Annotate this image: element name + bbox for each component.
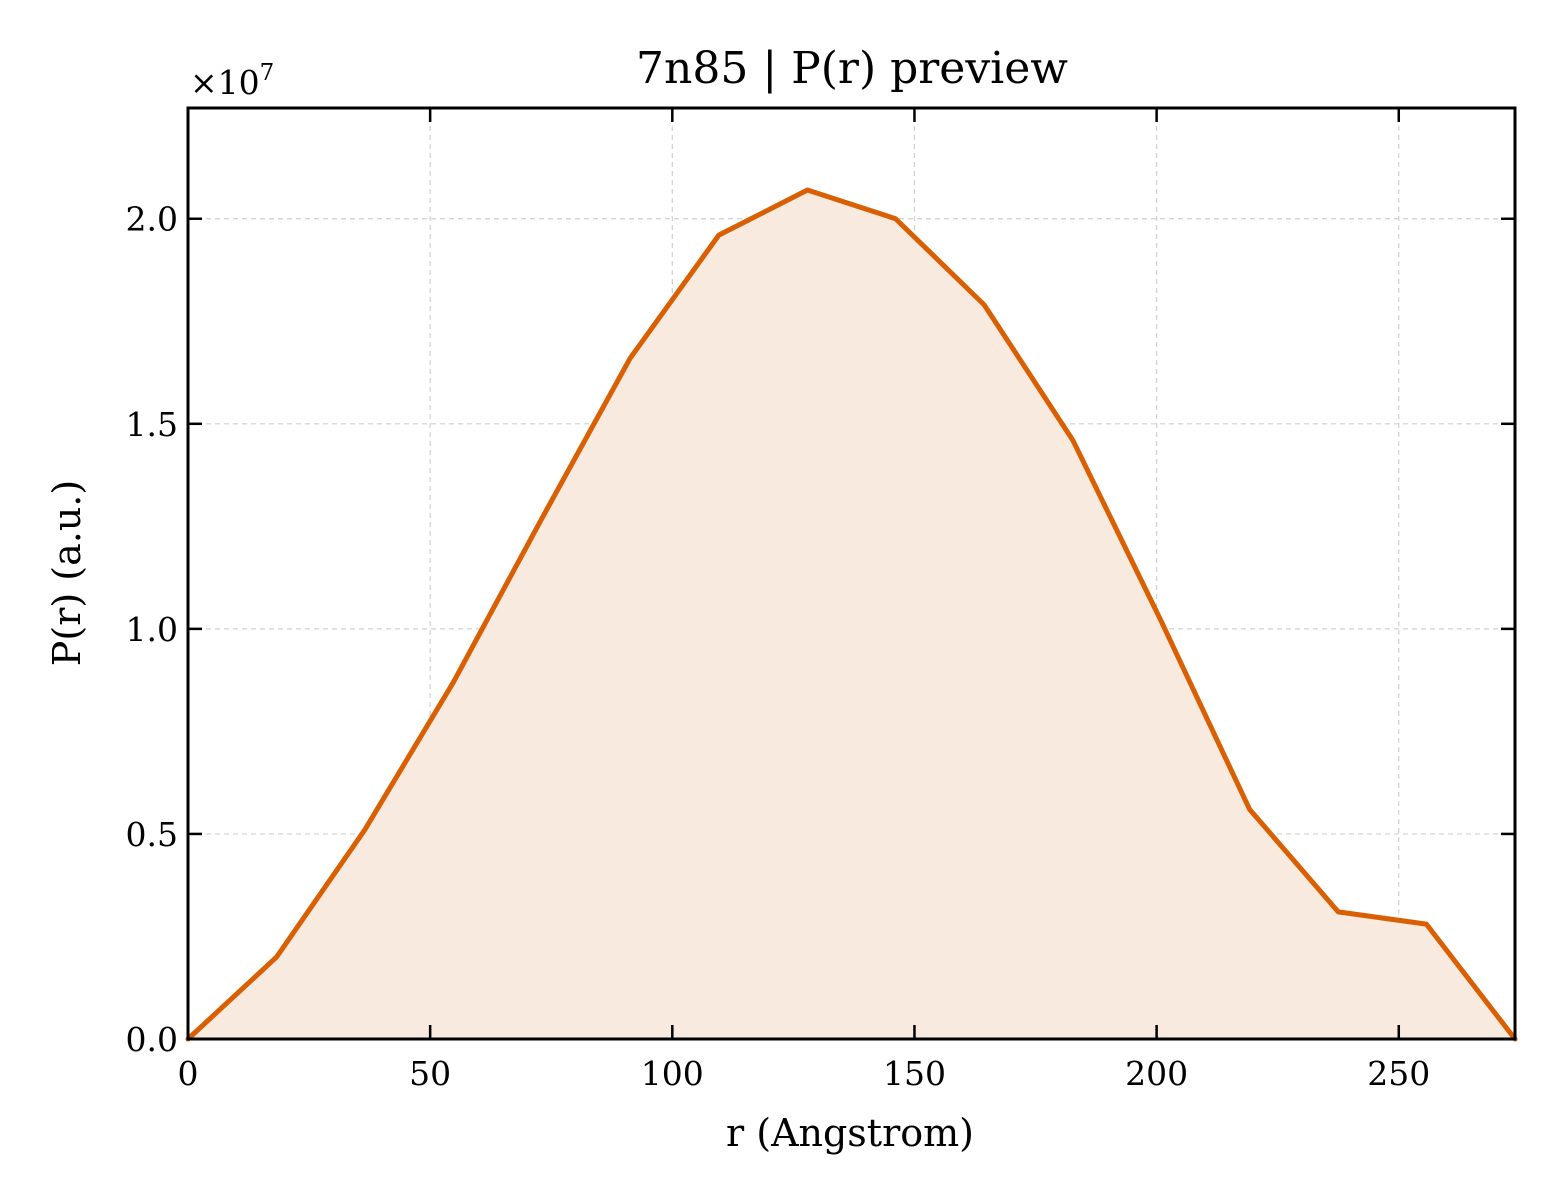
y-tick-label: 0.0 — [126, 1020, 178, 1059]
y-tick-label: 1.0 — [126, 610, 178, 649]
x-tick-label: 200 — [1125, 1054, 1188, 1093]
x-axis-label: r (Angstrom) — [726, 1111, 974, 1155]
plot-frame — [186, 106, 1517, 1041]
y-tick-label: 1.5 — [126, 405, 178, 444]
y-axis-label: P(r) (a.u.) — [45, 480, 89, 666]
axis-ticks: 0 50 100 150 200 250 0.0 0.5 1.0 1.5 2.0 — [126, 108, 1515, 1093]
x-tick-label: 250 — [1367, 1054, 1430, 1093]
y-tick-label: 2.0 — [126, 200, 178, 239]
x-tick-label: 50 — [409, 1054, 451, 1093]
y-axis-multiplier-base: ×10 — [190, 63, 260, 102]
y-axis-multiplier-exponent: 7 — [260, 60, 275, 86]
y-axis-multiplier: ×107 — [190, 60, 274, 102]
y-tick-label: 0.5 — [126, 815, 178, 854]
area-fill — [188, 190, 1515, 1039]
x-tick-label: 100 — [641, 1054, 704, 1093]
series-line — [185, 187, 1518, 1042]
x-tick-label: 0 — [178, 1054, 199, 1093]
x-tick-label: 150 — [883, 1054, 946, 1093]
chart-title: 7n85 | P(r) preview — [636, 43, 1068, 94]
